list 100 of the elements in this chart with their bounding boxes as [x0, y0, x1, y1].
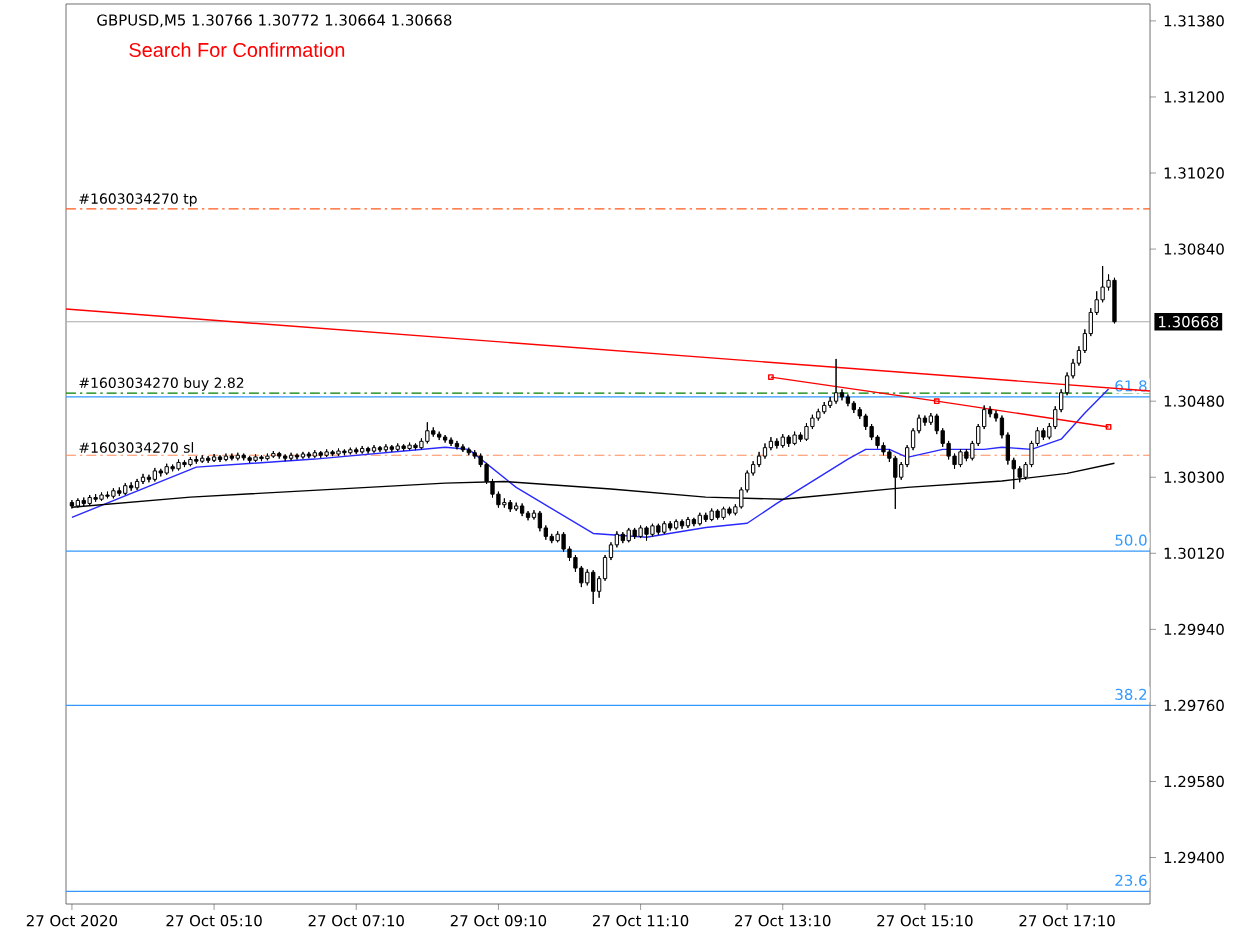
candlestick: [330, 449, 335, 457]
candlestick: [182, 459, 187, 468]
candlestick: [514, 502, 519, 512]
candlestick: [709, 508, 714, 522]
candlestick: [816, 408, 821, 422]
candlestick: [140, 473, 146, 485]
candlestick: [283, 453, 288, 462]
candlestick: [591, 569, 596, 605]
candlestick: [288, 452, 294, 461]
candlestick: [123, 482, 128, 496]
candlestick: [360, 445, 365, 455]
candlestick: [413, 442, 418, 451]
candlestick: [454, 440, 460, 450]
candlestick: [561, 531, 566, 553]
candlestick: [152, 467, 158, 482]
candlestick: [519, 502, 525, 517]
candlestick: [851, 400, 856, 414]
candlestick: [727, 506, 732, 516]
candlestick: [265, 453, 270, 461]
candlestick: [176, 458, 181, 471]
candlestick: [247, 455, 252, 464]
candlestick: [638, 524, 643, 539]
candlestick: [472, 449, 477, 460]
candlestick: [146, 474, 152, 483]
candlestick: [395, 442, 400, 452]
candlestick: [668, 520, 673, 531]
candlestick: [685, 516, 691, 529]
candlestick: [1041, 427, 1046, 441]
candlestick: [715, 508, 720, 520]
candlestick: [129, 481, 134, 492]
candlestick: [1112, 277, 1117, 324]
candlestick: [235, 452, 240, 461]
candlestick: [401, 443, 406, 452]
candlestick: [691, 517, 697, 527]
candlestick: [348, 447, 353, 455]
candlestick: [377, 445, 383, 453]
line-series: [71, 388, 1110, 538]
candlestick: [673, 518, 679, 531]
candlestick: [537, 510, 543, 532]
candlestick: [502, 497, 507, 509]
candlestick: [425, 421, 430, 444]
candlestick: [928, 412, 934, 426]
candlestick: [217, 454, 223, 463]
candlestick: [650, 523, 655, 537]
candlestick: [442, 434, 448, 444]
candlestick: [354, 447, 359, 455]
candlestick: [662, 520, 667, 535]
candlestick: [371, 444, 377, 454]
candlestick: [448, 437, 454, 447]
candlestick: [164, 463, 169, 476]
candlestick: [756, 451, 762, 468]
candlestick: [792, 431, 797, 446]
candlestick: [679, 518, 685, 530]
candlestick: [294, 453, 300, 460]
candlestick: [466, 447, 471, 456]
candlestick: [626, 527, 631, 543]
candlestick: [318, 450, 323, 459]
candlestick: [229, 453, 235, 461]
candlestick: [300, 451, 306, 460]
candlestick: [774, 437, 779, 449]
candlestick: [200, 454, 205, 464]
candlestick: [312, 449, 317, 459]
candlestick: [336, 448, 341, 457]
candlestick: [437, 431, 442, 441]
candlestick: [845, 393, 851, 407]
candlestick: [964, 448, 969, 462]
candlestick: [632, 527, 637, 540]
candlestick: [277, 451, 282, 460]
candlestick: [922, 415, 928, 427]
candlestick: [324, 448, 329, 458]
candlestick: [206, 455, 211, 464]
candlestick: [188, 456, 193, 467]
candlestick: [271, 450, 276, 459]
candlestick: [762, 442, 768, 460]
point: [933, 398, 940, 405]
candlestick: [721, 506, 726, 520]
candlestick: [703, 512, 708, 523]
text: Search For Confirmation: [129, 42, 345, 58]
candlestick: [407, 442, 412, 451]
candlestick: [881, 442, 886, 456]
candlestick: [780, 433, 785, 449]
candlestick: [253, 453, 258, 463]
candlestick: [93, 493, 98, 503]
candlestick: [804, 422, 809, 442]
candlestick: [460, 443, 466, 453]
candlestick: [365, 446, 371, 455]
candlestick: [644, 525, 649, 542]
candlestick: [117, 486, 122, 497]
candlestick: [111, 487, 116, 499]
candlestick: [822, 401, 827, 415]
candlestick: [508, 499, 513, 513]
candlestick: [211, 453, 217, 463]
candlestick: [342, 448, 347, 456]
candlestick: [798, 431, 803, 443]
candlestick: [620, 531, 625, 544]
candlestick: [223, 453, 229, 462]
candlestick: [549, 533, 554, 544]
candlestick: [259, 454, 264, 462]
candlestick: [241, 453, 246, 461]
candlestick: [656, 523, 661, 536]
